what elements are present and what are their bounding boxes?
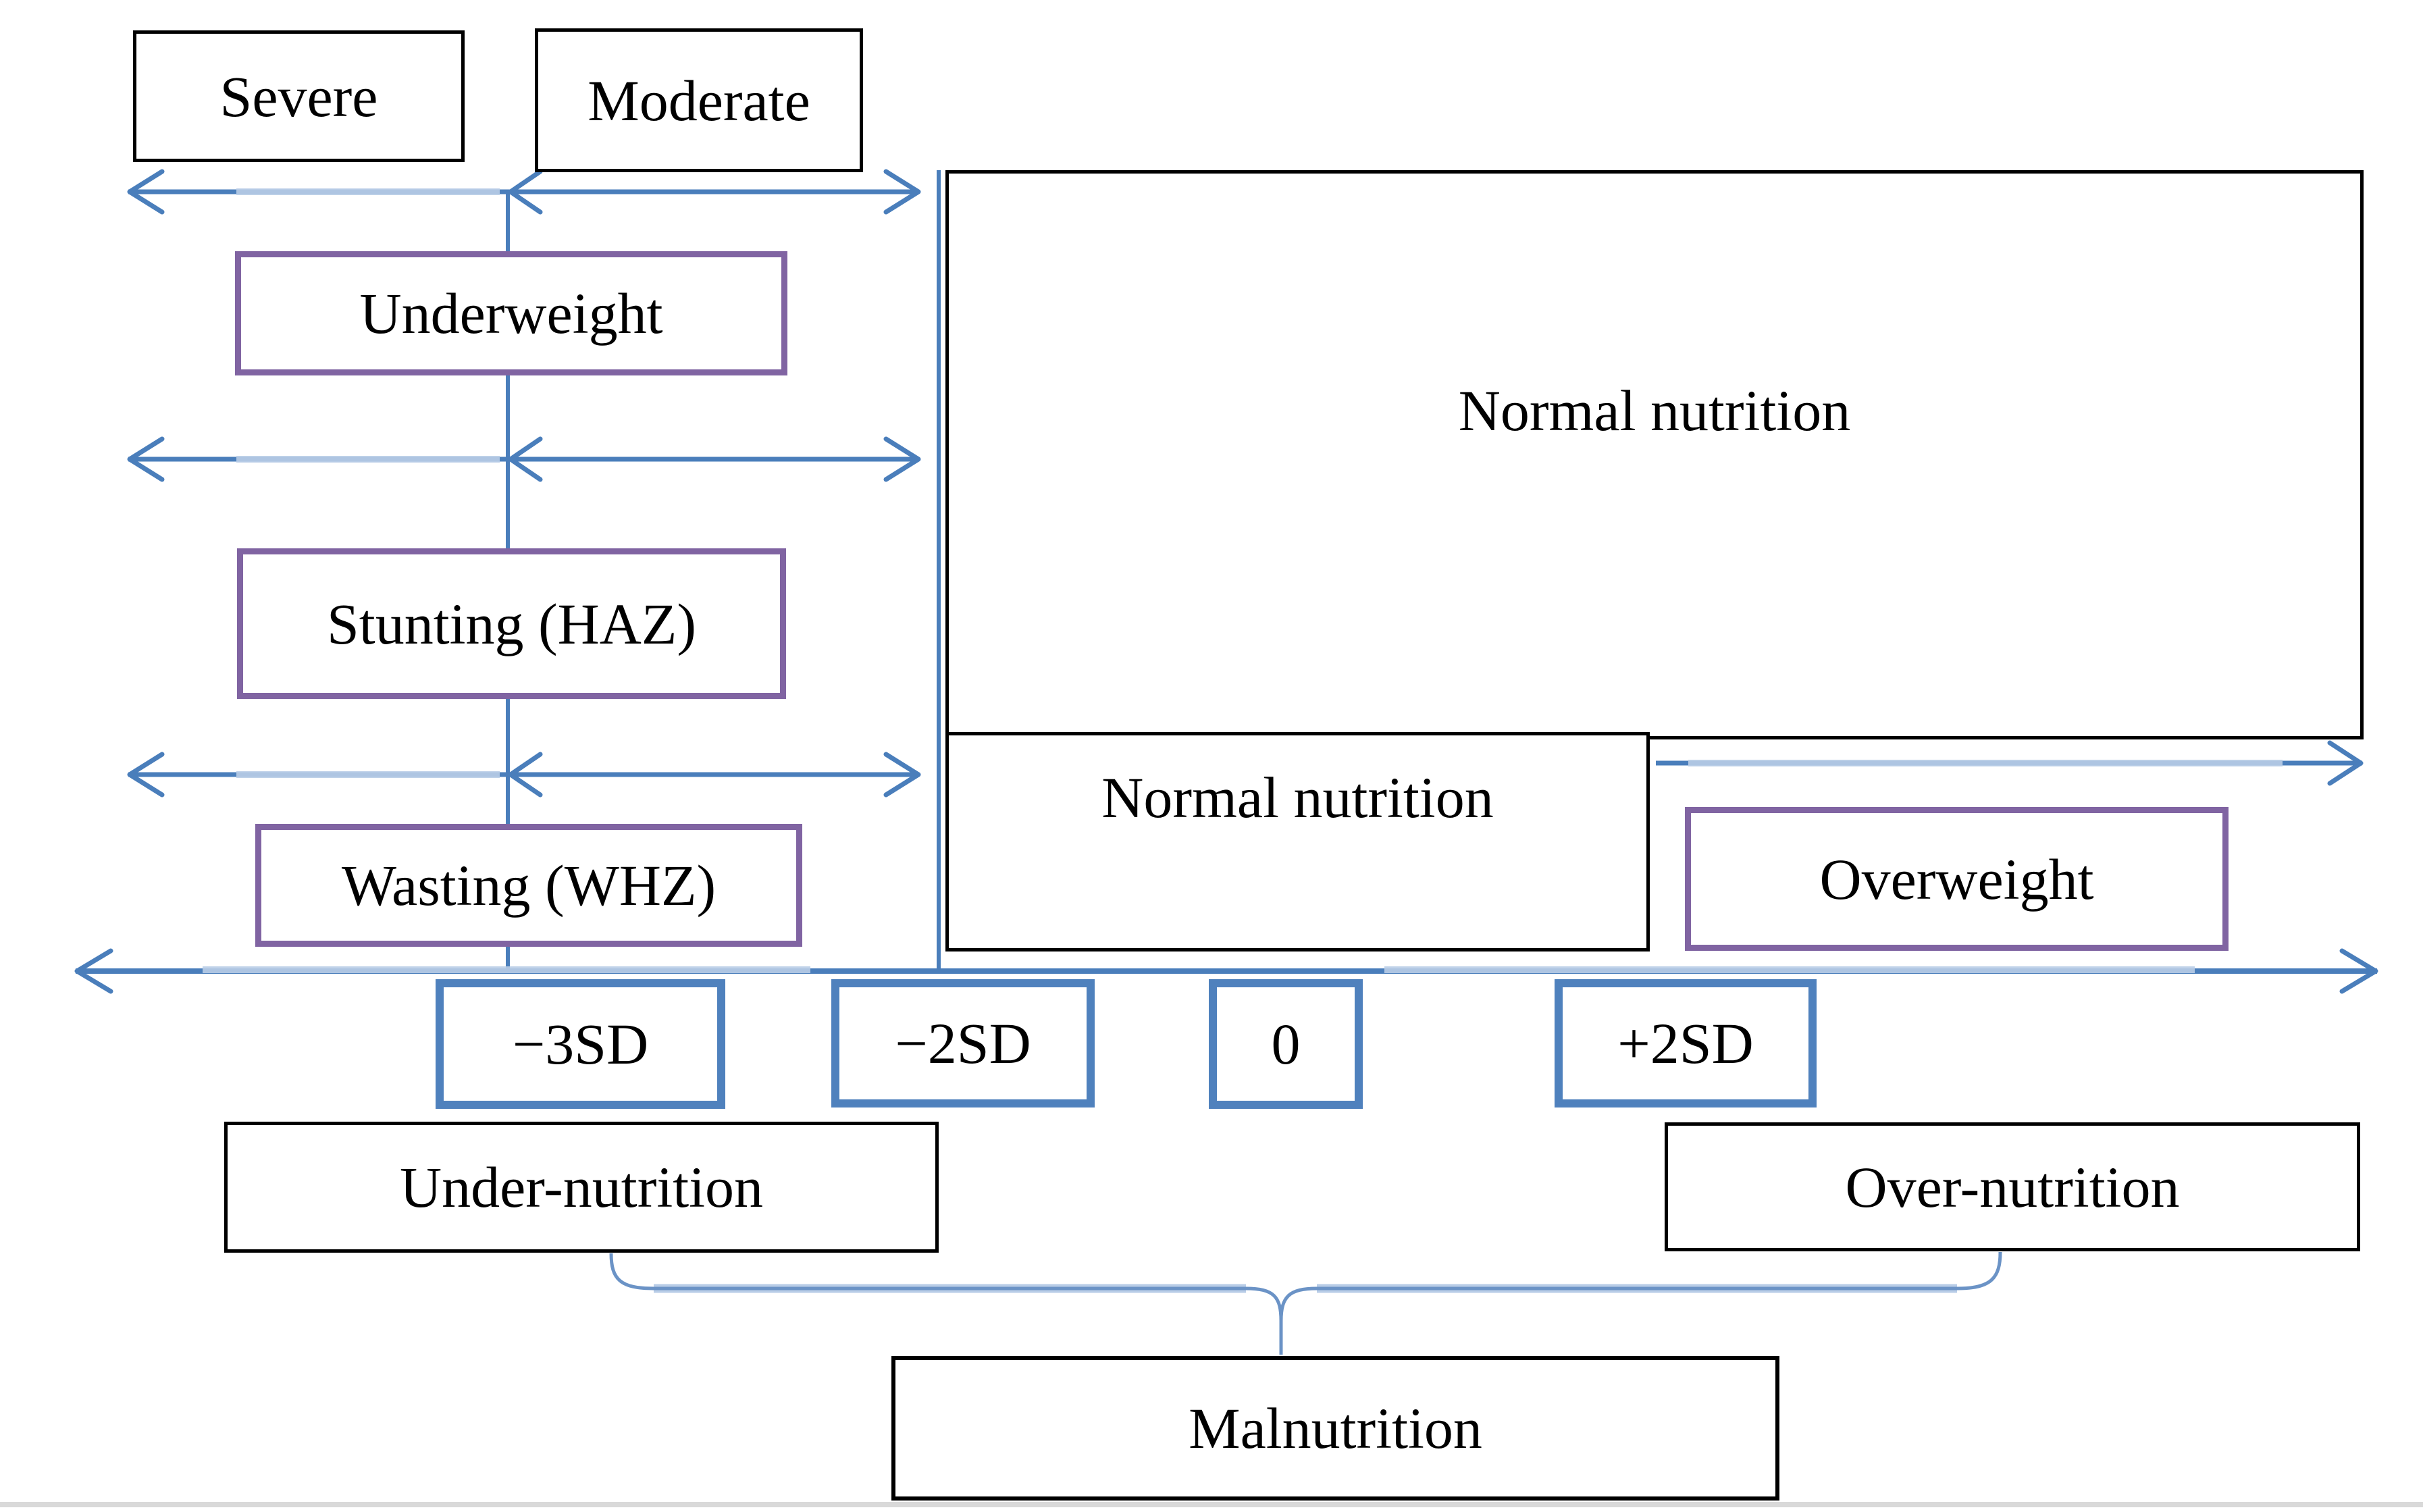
over-nutrition-label: Over-nutrition [1845,1154,2180,1220]
normal-nutrition-small-box: Normal nutrition [945,732,1650,951]
wasting-box: Wasting (WHZ) [255,824,802,947]
normal-nutrition-small-label: Normal nutrition [1101,764,1494,830]
severity-arrow-row-1 [127,169,921,215]
overweight-box: Overweight [1685,807,2229,951]
sd-minus3-label: −3SD [512,1012,649,1076]
malnutrition-brace [609,1251,2002,1355]
overweight-label: Overweight [1819,846,2094,912]
sd-box-plus2: +2SD [1555,979,1817,1107]
severity-arrow-row-2 [127,436,921,482]
severe-box: Severe [133,30,465,162]
under-nutrition-label: Under-nutrition [399,1155,764,1220]
over-nutrition-box: Over-nutrition [1665,1122,2360,1251]
normal-nutrition-large-box: Normal nutrition [945,170,2364,739]
stunting-box: Stunting (HAZ) [237,548,786,699]
underweight-box: Underweight [235,251,787,375]
moderate-label: Moderate [588,68,810,133]
normal-nutrition-large-label: Normal nutrition [1458,377,1851,443]
moderate-box: Moderate [535,28,863,172]
sd-zero-label: 0 [1271,1012,1301,1076]
sd-minus2-label: −2SD [895,1011,1031,1076]
severe-label: Severe [219,63,378,129]
zscore-axis-arrow [74,948,2378,994]
sd-box-zero: 0 [1209,979,1363,1109]
overweight-range-arrow [1656,740,2364,786]
under-nutrition-box: Under-nutrition [224,1122,939,1253]
sd-box-minus2: −2SD [831,979,1095,1107]
wasting-label: Wasting (WHZ) [341,853,717,918]
sd-box-minus3: −3SD [436,979,725,1109]
malnutrition-label: Malnutrition [1189,1396,1482,1461]
severity-arrow-row-3 [127,752,921,798]
sd-plus2-label: +2SD [1617,1011,1754,1076]
underweight-label: Underweight [359,281,663,346]
stunting-label: Stunting (HAZ) [326,591,697,656]
malnutrition-box: Malnutrition [891,1356,1779,1501]
